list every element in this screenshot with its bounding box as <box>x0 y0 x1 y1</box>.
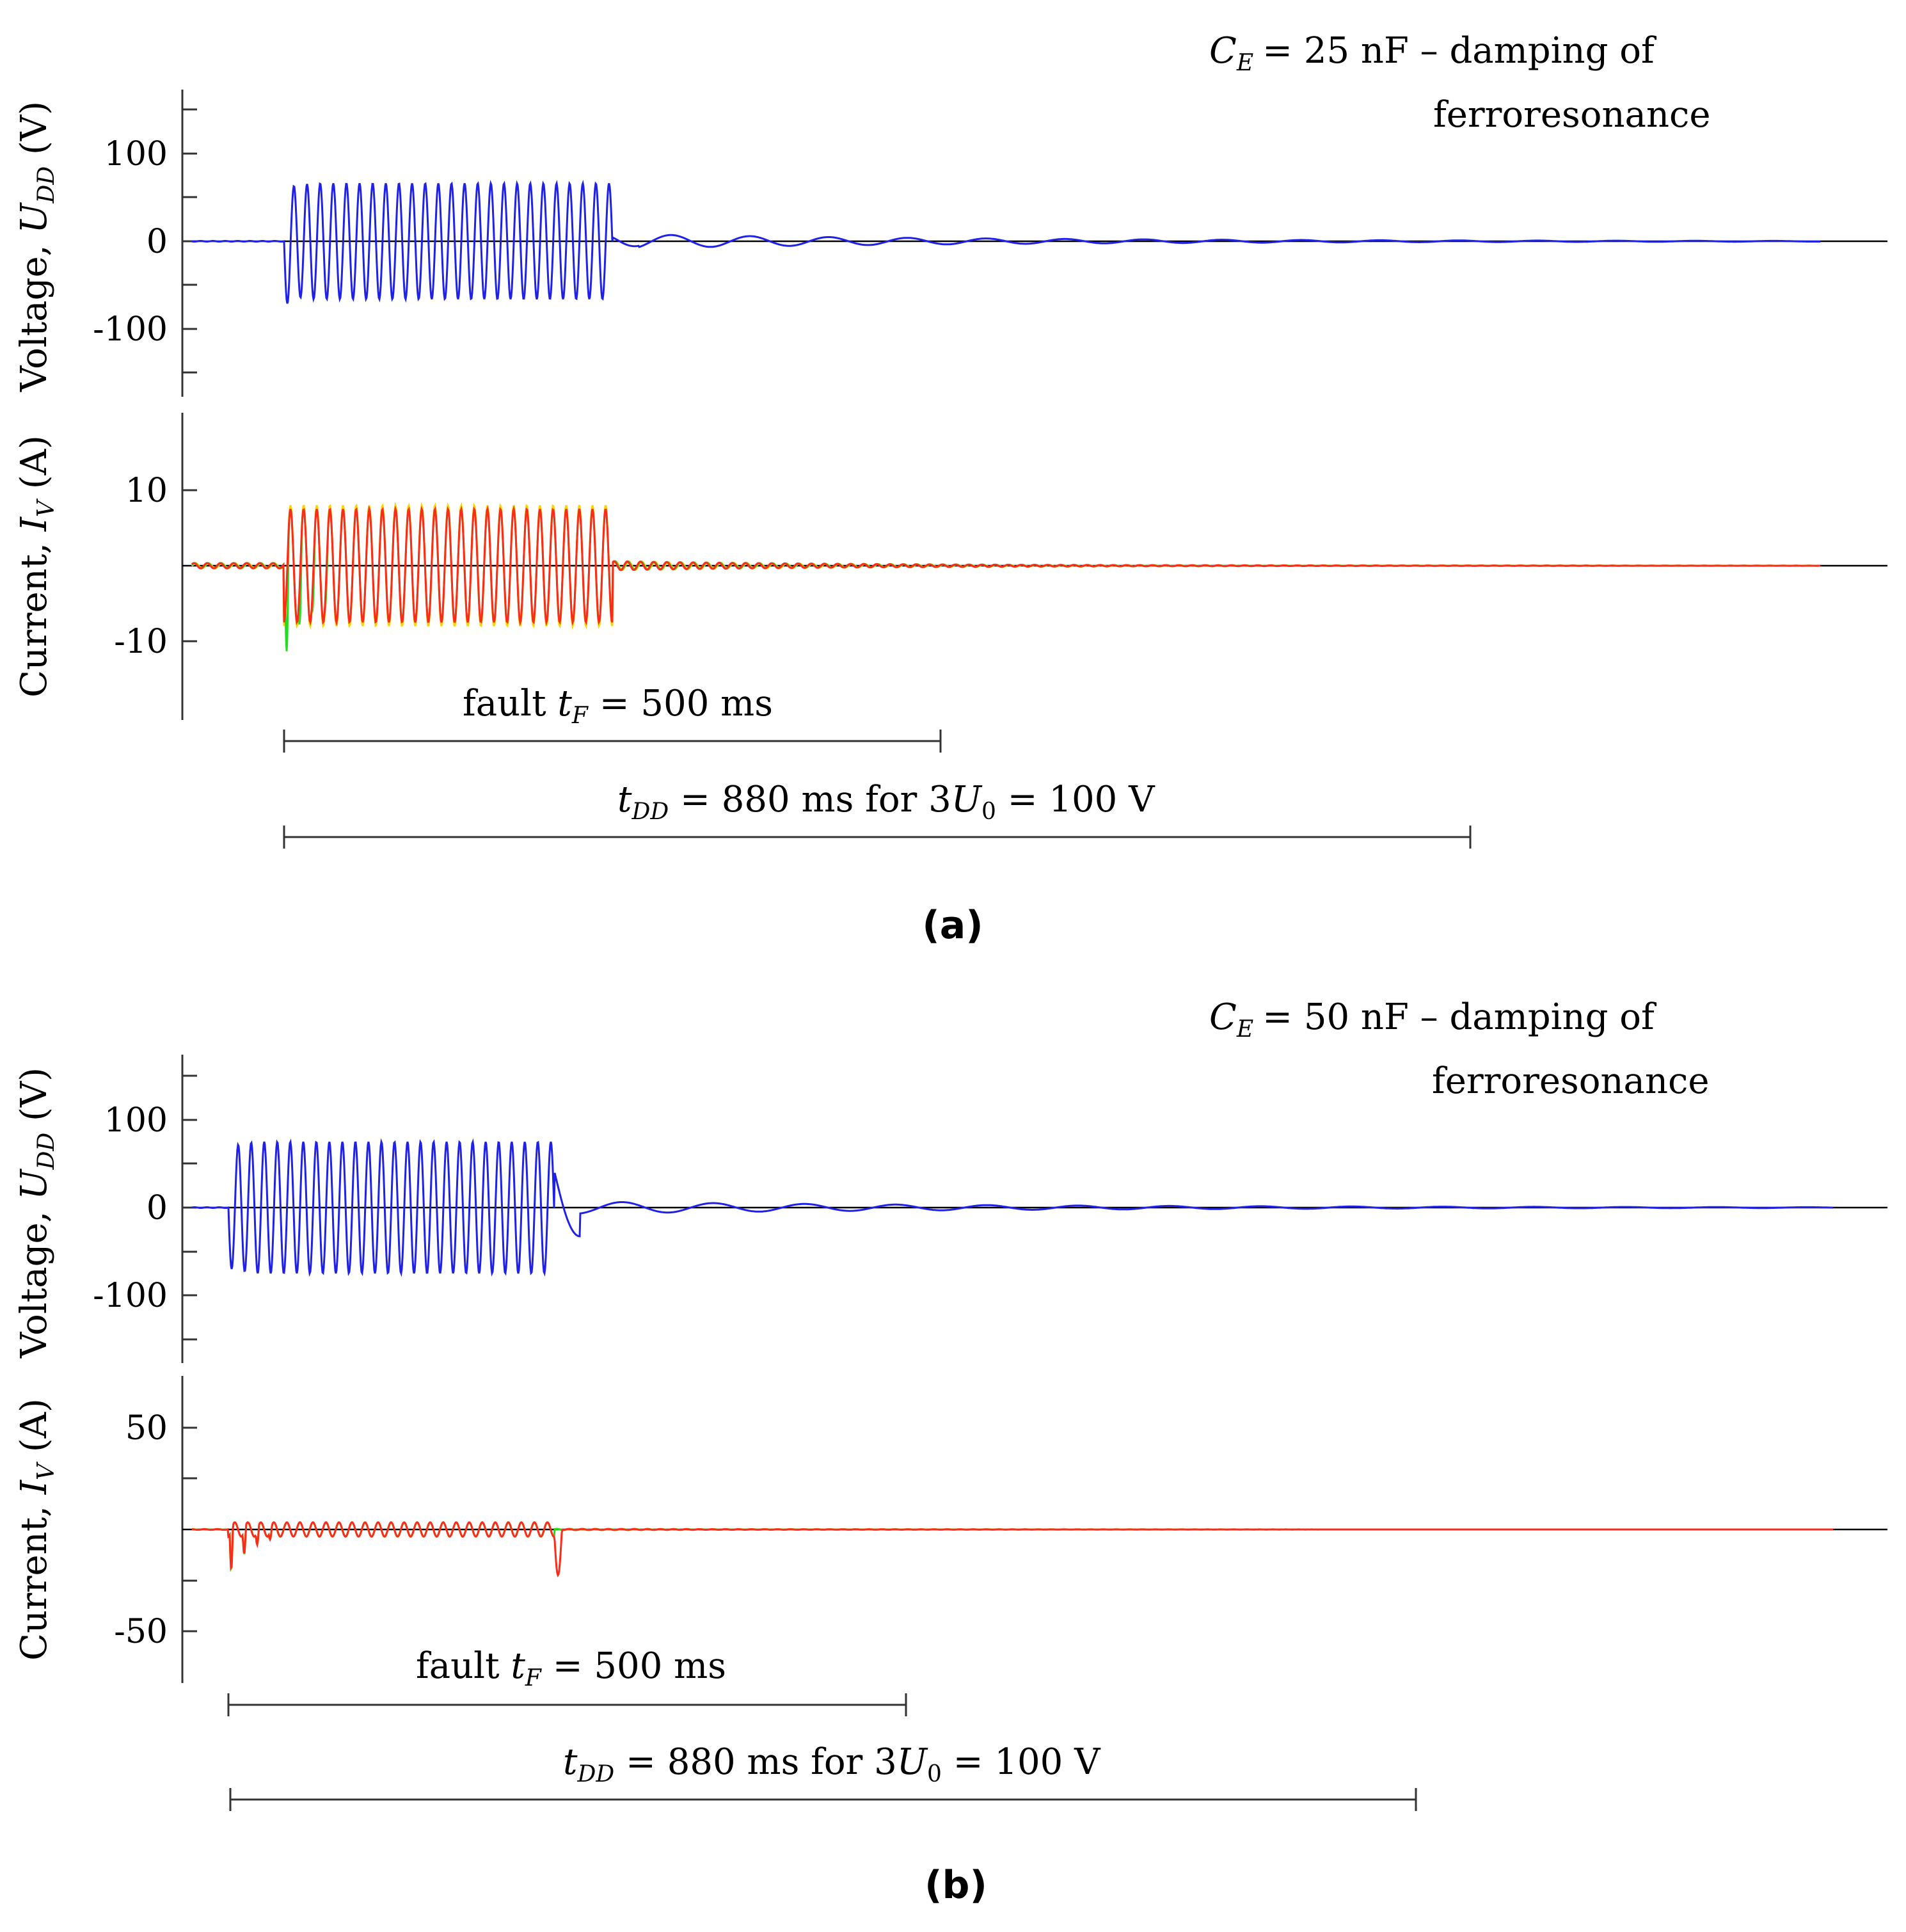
panel-b-vtick-100: 100 <box>104 1101 168 1140</box>
panel-b-ctick-50: 50 <box>125 1409 168 1448</box>
panel-b-fault-dimension-line <box>227 1693 907 1716</box>
panel-b: CE = 50 nF – damping of ferroresonance 10… <box>13 996 1887 1908</box>
panel-a-voltage-ticks <box>182 108 197 374</box>
panel-a-voltage-ylabel: Voltage, UDD (V) <box>13 101 60 392</box>
panel-a-vtick-100: 100 <box>104 135 168 173</box>
panel-b-voltage-ticks <box>182 1074 197 1341</box>
panel-a-current-trace-phase3 <box>191 505 1820 627</box>
panel-b-title-line2: ferroresonance <box>1432 1060 1710 1102</box>
panel-b-tdd-label: tDD = 880 ms for 3U0 = 100 V <box>563 1741 1101 1787</box>
panel-a-fault-label: fault tF = 500 ms <box>463 683 773 729</box>
panel-b-fault-label: fault tF = 500 ms <box>416 1645 726 1691</box>
panel-b-voltage-trace <box>191 1138 1833 1277</box>
panel-a-voltage-trace <box>191 179 1820 304</box>
panel-a-title-line2: ferroresonance <box>1433 94 1711 136</box>
panel-b-current-trace-phase3 <box>191 1521 1833 1577</box>
panel-b-label: (b) <box>925 1863 987 1908</box>
panel-a-current-ticks <box>182 489 197 643</box>
panel-a-label: (a) <box>922 903 983 948</box>
panel-a-fault-dimension-line <box>283 730 942 753</box>
panel-a-vtick-0: 0 <box>147 223 168 261</box>
panel-a-title: CE = 25 nF – damping of <box>1209 30 1657 76</box>
panel-a-tdd-dimension-line <box>283 826 1472 849</box>
panel-b-vtick-0: 0 <box>147 1189 168 1227</box>
panel-b-tdd-dimension-line <box>229 1788 1417 1811</box>
panel-b-ctick-minus50: -50 <box>114 1613 168 1651</box>
panel-a-current-ylabel: Current, IV (A) <box>13 435 60 698</box>
panel-b-current-ylabel: Current, IV (A) <box>13 1398 60 1661</box>
panel-a-tdd-label: tDD = 880 ms for 3U0 = 100 V <box>617 779 1156 825</box>
panel-a-vtick-minus100: -100 <box>93 310 168 349</box>
panel-b-voltage-ylabel: Voltage, UDD (V) <box>13 1067 60 1359</box>
panel-b-vtick-minus100: -100 <box>93 1277 168 1315</box>
panel-b-current-ticks <box>182 1426 197 1633</box>
panel-a: CE = 25 nF – damping of ferroresonance 10… <box>13 30 1887 948</box>
panel-b-title: CE = 50 nF – damping of <box>1209 996 1657 1042</box>
panel-a-ctick-10: 10 <box>125 472 168 510</box>
panel-a-ctick-minus10: -10 <box>114 623 168 661</box>
